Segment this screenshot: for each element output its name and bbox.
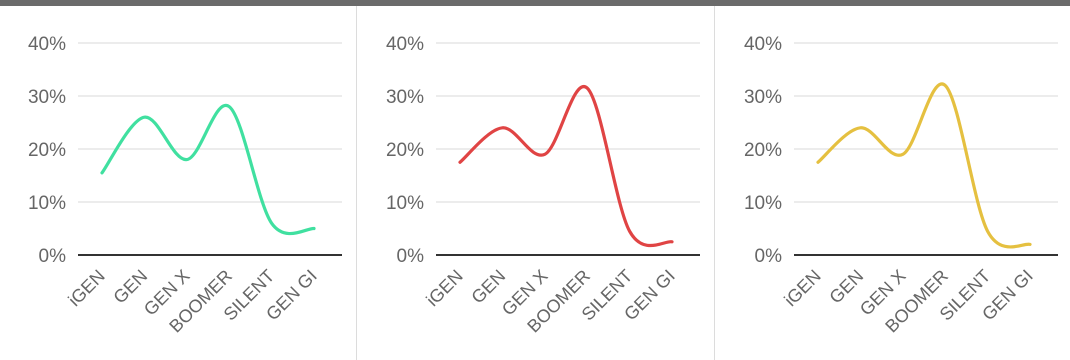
x-tick-label: iGEN bbox=[64, 266, 109, 311]
y-tick-label: 20% bbox=[28, 140, 66, 161]
x-tick-label: iGEN bbox=[780, 266, 825, 311]
panel-divider bbox=[356, 6, 357, 360]
y-tick-label: 20% bbox=[386, 140, 424, 161]
y-tick-label: 40% bbox=[28, 34, 66, 55]
top-rule bbox=[0, 0, 1070, 6]
y-tick-label: 40% bbox=[744, 34, 782, 55]
panel-divider bbox=[714, 6, 715, 360]
y-tick-label: 0% bbox=[39, 246, 67, 267]
chart-panel-2: 0% 10% 20% 30% 40% iGEN GEN GEN X BOOMER SILENT GE… bbox=[358, 6, 714, 360]
y-tick-label: 40% bbox=[386, 34, 424, 55]
y-tick-label: 30% bbox=[744, 87, 782, 108]
y-tick-label: 0% bbox=[397, 246, 425, 267]
series-line bbox=[816, 82, 1032, 249]
y-tick-label: 10% bbox=[744, 193, 782, 214]
y-tick-label: 10% bbox=[28, 193, 66, 214]
y-tick-label: 30% bbox=[386, 87, 424, 108]
series-line bbox=[100, 103, 316, 236]
y-tick-label: 20% bbox=[744, 140, 782, 161]
chart-panel-3: 0% 10% 20% 30% 40% iGEN GEN GEN X BOOMER SILENT GE… bbox=[716, 6, 1070, 360]
series-line bbox=[458, 84, 674, 248]
chart-panel-1: 0% 10% 20% 30% 40% iGEN GEN GEN X BOOMER SILENT GE… bbox=[0, 6, 356, 360]
y-tick-label: 10% bbox=[386, 193, 424, 214]
x-tick-label: iGEN bbox=[422, 266, 467, 311]
y-tick-label: 0% bbox=[755, 246, 783, 267]
y-tick-label: 30% bbox=[28, 87, 66, 108]
